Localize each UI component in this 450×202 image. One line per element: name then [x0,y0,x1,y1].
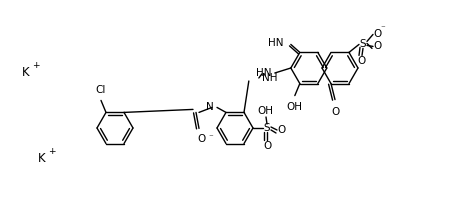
Text: K: K [22,65,30,79]
Text: O: O [373,41,381,52]
Text: +: + [32,61,40,70]
Text: ⁻: ⁻ [208,133,213,142]
Text: S: S [264,123,270,133]
Text: O: O [332,107,340,117]
Text: HN: HN [268,38,284,48]
Text: NH: NH [262,73,277,83]
Text: ⁻: ⁻ [380,24,385,33]
Text: Cl: Cl [96,85,106,95]
Text: S: S [360,39,366,49]
Text: HN: HN [256,68,272,78]
Text: O: O [197,134,205,144]
Text: +: + [48,147,55,157]
Text: O: O [358,56,366,66]
Text: O: O [373,29,381,39]
Text: O: O [263,141,271,151]
Text: OH: OH [287,102,303,112]
Text: N: N [206,102,214,112]
Text: OH: OH [257,106,273,116]
Text: O: O [277,125,285,135]
Text: K: K [38,152,45,164]
